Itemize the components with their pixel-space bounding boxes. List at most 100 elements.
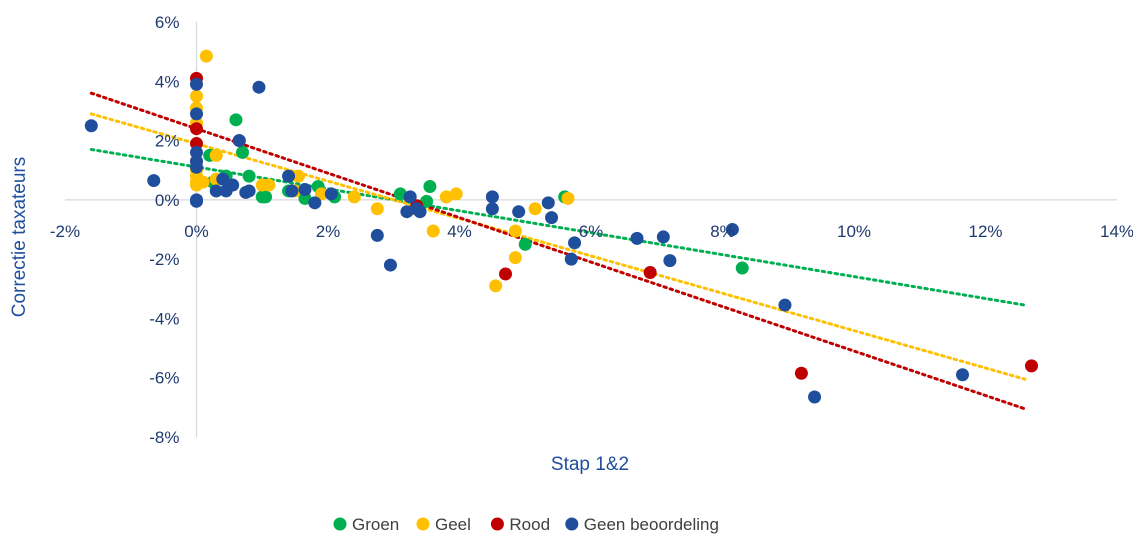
point-rood bbox=[1025, 359, 1039, 373]
point-geen-beoordeling bbox=[808, 390, 822, 404]
y-tick-label: -4% bbox=[149, 309, 179, 328]
point-geen-beoordeling bbox=[282, 169, 296, 183]
point-groen bbox=[229, 113, 243, 127]
point-groen bbox=[236, 145, 250, 159]
legend: Groen Geel Rood Geen beoordeling bbox=[333, 515, 719, 534]
legend-label-geen-beoordeling: Geen beoordeling bbox=[584, 515, 719, 534]
point-geen-beoordeling bbox=[656, 230, 670, 244]
point-geel bbox=[439, 190, 453, 204]
point-geel bbox=[209, 148, 223, 162]
y-tick-label: -6% bbox=[149, 369, 179, 388]
point-geen-beoordeling bbox=[400, 205, 414, 219]
point-geen-beoordeling bbox=[955, 368, 969, 382]
point-geen-beoordeling bbox=[190, 160, 203, 174]
point-rood bbox=[643, 265, 657, 279]
point-geen-beoordeling bbox=[370, 228, 384, 242]
point-groen bbox=[423, 180, 437, 194]
point-geen-beoordeling bbox=[403, 190, 417, 204]
legend-marker-rood bbox=[490, 517, 504, 531]
point-geen-beoordeling bbox=[630, 231, 644, 245]
point-geen-beoordeling bbox=[190, 194, 203, 208]
point-geel bbox=[370, 202, 384, 216]
x-tick-label: 6% bbox=[579, 222, 604, 241]
y-tick-label: 6% bbox=[155, 13, 180, 32]
point-geel bbox=[489, 279, 503, 293]
point-geel bbox=[528, 202, 542, 216]
point-geel bbox=[561, 191, 575, 205]
point-geen-beoordeling bbox=[485, 202, 499, 216]
legend-marker-groen bbox=[333, 517, 347, 531]
point-rood bbox=[794, 366, 808, 380]
point-geel bbox=[199, 49, 213, 63]
legend-marker-geel bbox=[416, 517, 430, 531]
x-tick-label: -2% bbox=[50, 222, 80, 241]
x-tick-label: 12% bbox=[968, 222, 1002, 241]
point-geen-beoordeling bbox=[84, 119, 98, 133]
point-geen-beoordeling bbox=[778, 298, 792, 312]
data-points bbox=[84, 49, 1039, 404]
point-rood bbox=[190, 122, 203, 136]
x-tick-label: 14% bbox=[1100, 222, 1133, 241]
point-geel bbox=[291, 169, 305, 183]
point-geel bbox=[508, 251, 522, 265]
point-geen-beoordeling bbox=[242, 184, 256, 198]
point-geen-beoordeling bbox=[564, 252, 578, 266]
point-geen-beoordeling bbox=[663, 254, 677, 268]
y-tick-label: 4% bbox=[155, 72, 180, 91]
point-geen-beoordeling bbox=[252, 80, 266, 94]
y-axis-title: Correctie taxateurs bbox=[9, 157, 30, 318]
point-geen-beoordeling bbox=[383, 258, 397, 272]
point-groen bbox=[420, 194, 434, 208]
point-geel bbox=[426, 224, 440, 238]
point-geel bbox=[262, 178, 276, 192]
point-geen-beoordeling bbox=[298, 182, 312, 196]
x-tick-label: 8% bbox=[710, 222, 735, 241]
y-tick-label: -8% bbox=[149, 428, 179, 447]
point-geen-beoordeling bbox=[226, 178, 240, 192]
point-geel bbox=[449, 187, 463, 201]
point-geel bbox=[314, 187, 328, 201]
point-geen-beoordeling bbox=[285, 184, 299, 198]
point-geen-beoordeling bbox=[568, 236, 582, 250]
point-groen bbox=[393, 187, 407, 201]
point-geen-beoordeling bbox=[541, 196, 555, 210]
x-tick-labels: -2% 0% 2% 4% 6% 8% 10% 12% 14% bbox=[50, 222, 1133, 241]
point-groen bbox=[518, 237, 532, 251]
trendline-rood bbox=[89, 91, 1027, 411]
point-groen bbox=[298, 191, 312, 205]
y-tick-label: 0% bbox=[155, 191, 180, 210]
point-geen-beoordeling bbox=[545, 211, 559, 225]
trendlines bbox=[89, 91, 1027, 411]
point-geen-beoordeling bbox=[209, 184, 223, 198]
point-rood bbox=[499, 267, 513, 281]
y-tick-label: 2% bbox=[155, 132, 180, 151]
point-geen-beoordeling bbox=[147, 174, 161, 188]
point-groen bbox=[242, 169, 256, 183]
legend-marker-geen-beoordeling bbox=[565, 517, 579, 531]
point-geen-beoordeling bbox=[190, 107, 203, 121]
point-geen-beoordeling bbox=[190, 145, 203, 159]
point-geen-beoordeling bbox=[725, 223, 739, 236]
x-tick-label: 10% bbox=[837, 222, 871, 241]
point-geen-beoordeling bbox=[232, 134, 246, 148]
x-tick-label: 2% bbox=[316, 222, 341, 241]
x-tick-label: 0% bbox=[184, 222, 209, 241]
point-geen-beoordeling bbox=[413, 205, 427, 219]
point-geen-beoordeling bbox=[324, 187, 338, 201]
point-geen-beoordeling bbox=[308, 196, 322, 210]
point-geen-beoordeling bbox=[512, 205, 526, 219]
legend-label-geel: Geel bbox=[435, 515, 471, 534]
point-geel bbox=[347, 190, 361, 204]
x-axis-title: Stap 1&2 bbox=[551, 454, 629, 475]
y-tick-labels: -8% -6% -4% -2% 0% 2% 4% 6% bbox=[149, 13, 179, 447]
x-tick-label: 4% bbox=[447, 222, 472, 241]
point-geel bbox=[508, 224, 522, 238]
point-rood bbox=[190, 137, 203, 151]
point-geel bbox=[196, 175, 210, 189]
point-geen-beoordeling bbox=[190, 77, 203, 91]
point-geel bbox=[190, 89, 203, 103]
y-tick-label: -2% bbox=[149, 250, 179, 269]
legend-label-groen: Groen bbox=[352, 515, 399, 534]
legend-label-rood: Rood bbox=[509, 515, 550, 534]
